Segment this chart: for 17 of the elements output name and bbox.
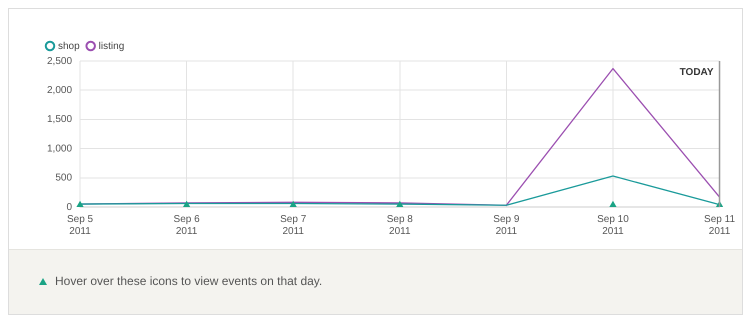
ref-line-label: TODAY [680,66,714,78]
y-tick-label: 2,500 [46,56,72,67]
text: Hover over these icons to view events on that day. [55,274,322,288]
y-tick-label: 2,000 [46,84,72,96]
x-tick-label: Sep 5 2011 [66,214,94,237]
x-tick-label: Sep 6 2011 [174,214,200,237]
y-tick-label: 500 [55,172,72,184]
x-tick-label: Sep 10 2011 [597,214,630,237]
y-tick-label: 1,000 [46,143,72,154]
y-tick-label: 0 [66,202,72,213]
legend-label: listing [98,40,124,52]
x-tick-label: Sep 7 2011 [280,214,307,237]
x-tick-label: Sep 9 2011 [493,214,520,237]
x-tick-label: Sep 8 2011 [386,214,414,237]
y-tick-label: 1,500 [46,114,72,126]
legend-label: shop [58,40,80,52]
x-tick-label: Sep 11 2011 [704,214,736,237]
